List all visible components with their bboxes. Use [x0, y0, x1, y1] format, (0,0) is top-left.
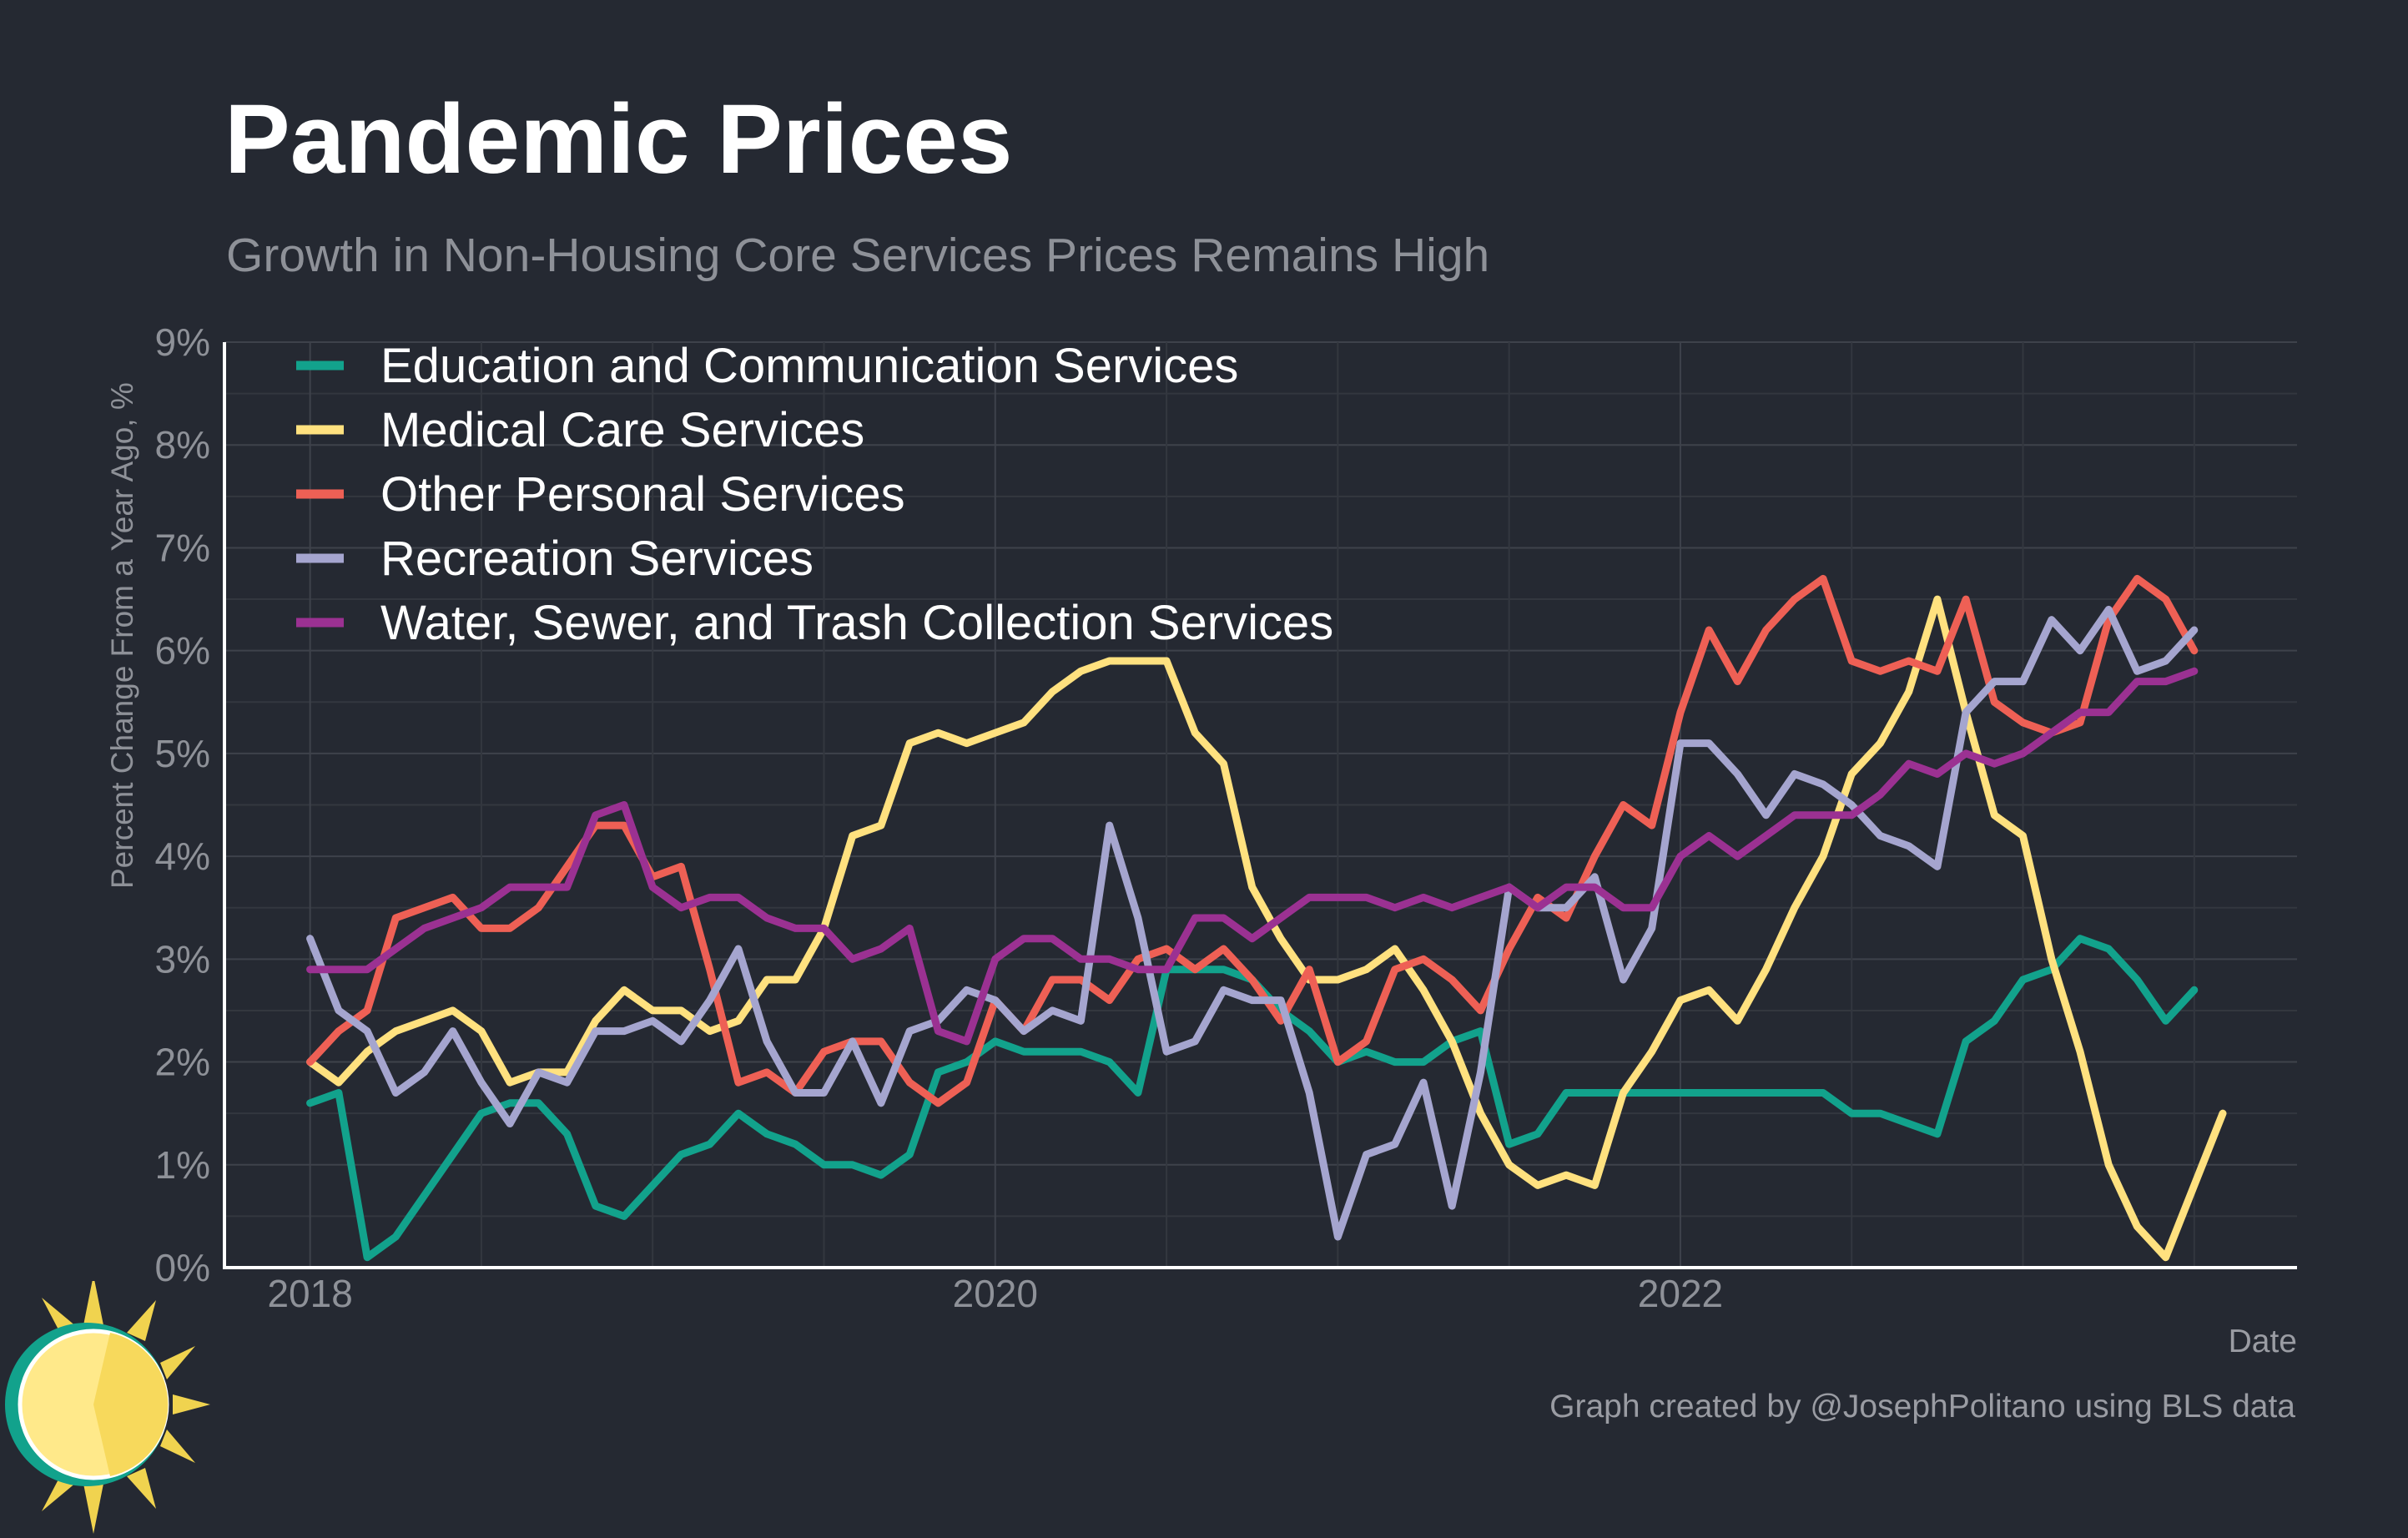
y-tick-label: 5% — [155, 732, 210, 775]
sun-logo-icon — [5, 1281, 210, 1534]
y-tick-label: 6% — [155, 629, 210, 673]
source-credit: Graph created by @JosephPolitano using B… — [1549, 1389, 2295, 1425]
y-axis-label: Percent Change From a Year Ago, % — [105, 382, 139, 889]
y-tick-label: 3% — [155, 937, 210, 981]
series-line-1 — [306, 595, 2227, 1262]
x-tick-labels: 2018 2020 2022 — [267, 1272, 1723, 1315]
series-line-2 — [306, 574, 2199, 1107]
y-tick-labels: 0% 1% 2% 3% 4% 5% 6% 7% 8% 9% — [155, 320, 210, 1289]
chart-subtitle: Growth in Non-Housing Core Services Pric… — [226, 229, 1490, 282]
series-line-4 — [306, 667, 2199, 1046]
y-tick-label: 1% — [155, 1143, 210, 1187]
y-tick-label: 2% — [155, 1041, 210, 1084]
legend-label: Education and Communication Services — [380, 339, 1238, 393]
series-lines — [306, 574, 2227, 1262]
legend-label: Recreation Services — [380, 532, 814, 586]
axes — [223, 342, 2297, 1269]
y-tick-label: 9% — [155, 320, 210, 364]
legend-label: Water, Sewer, and Trash Collection Servi… — [380, 596, 1333, 650]
x-axis-label: Date — [2229, 1324, 2297, 1359]
x-tick-label: 2018 — [267, 1272, 352, 1315]
x-tick-label: 2022 — [1638, 1272, 1723, 1315]
x-tick-label: 2020 — [953, 1272, 1038, 1315]
legend-label: Other Personal Services — [380, 467, 905, 522]
y-tick-label: 8% — [155, 423, 210, 466]
y-tick-label: 4% — [155, 835, 210, 878]
legend: Education and Communication Services Medi… — [296, 339, 1333, 650]
chart-title: Pandemic Prices — [224, 84, 1013, 194]
y-tick-label: 7% — [155, 526, 210, 569]
series-line-0 — [306, 935, 2199, 1262]
legend-label: Medical Care Services — [380, 403, 864, 457]
y-tick-label: 0% — [155, 1246, 210, 1289]
series-line-3 — [306, 605, 2199, 1241]
